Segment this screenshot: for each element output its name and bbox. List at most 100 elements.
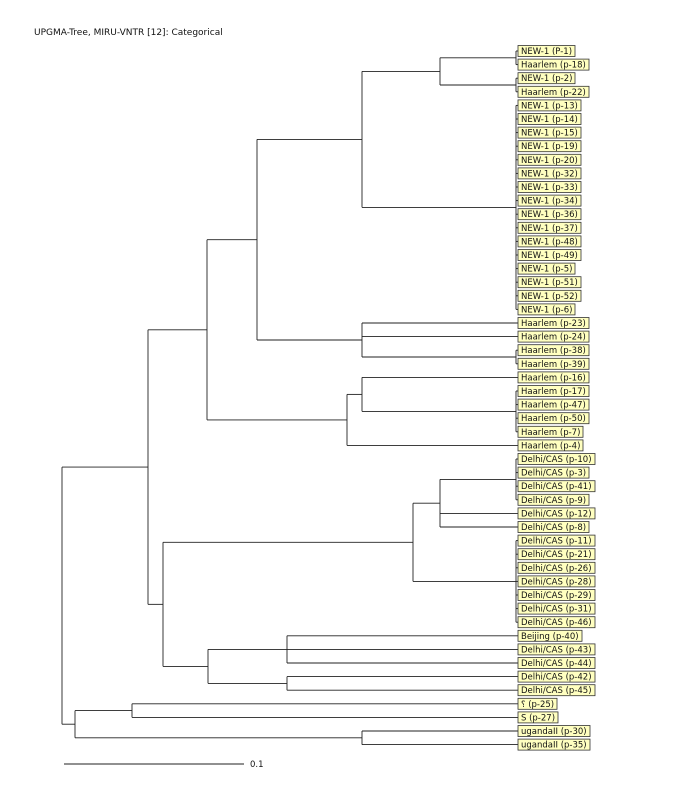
leaf-label: Haarlem (p-18)	[521, 61, 586, 71]
leaf-node: NEW-1 (p-52)	[517, 289, 582, 302]
leaf-node: Delhi/CAS (p-10)	[517, 453, 596, 465]
leaf-label: NEW-1 (p-34)	[521, 197, 578, 207]
leaf-label-box	[517, 58, 590, 71]
leaf-node: NEW-1 (p-14)	[517, 113, 582, 125]
leaf-node: Delhi/CAS (p-45)	[517, 684, 596, 696]
leaf-label: Delhi/CAS (p-44)	[521, 659, 592, 669]
leaf-label: Delhi/CAS (p-43)	[521, 645, 592, 655]
leaf-node: Haarlem (p-22)	[517, 85, 590, 98]
leaf-node: NEW-1 (p-15)	[517, 126, 582, 139]
leaf-label: NEW-1 (p-20)	[521, 156, 578, 166]
leaf-node: NEW-1 (p-13)	[517, 99, 582, 112]
leaf-label: Delhi/CAS (p-28)	[521, 577, 592, 587]
leaf-label-box	[517, 697, 558, 710]
leaf-label: Delhi/CAS (p-11)	[521, 537, 592, 547]
leaf-label-box	[517, 167, 582, 180]
leaf-node: NEW-1 (p-49)	[517, 249, 582, 261]
leaf-node: NEW-1 (p-51)	[517, 276, 582, 288]
leaf-label: NEW-1 (p-19)	[521, 142, 578, 152]
leaf-node: NEW-1 (p-36)	[517, 208, 582, 221]
leaf-node: Haarlem (p-47)	[517, 398, 590, 411]
leaf-label: ugandaII (p-35)	[521, 741, 587, 751]
leaf-label: NEW-1 (p-36)	[521, 210, 578, 220]
leaf-label-box	[517, 561, 596, 574]
leaf-label-box	[517, 493, 590, 506]
leaf-label: NEW-1 (p-13)	[521, 101, 578, 111]
leaf-label: Delhi/CAS (p-41)	[521, 482, 592, 492]
leaf-label: Delhi/CAS (p-12)	[521, 509, 592, 519]
leaf-label-box	[517, 589, 596, 601]
leaf-node: S (p-27)	[517, 711, 559, 724]
tree-branches	[61, 50, 518, 746]
leaf-label: Delhi/CAS (p-29)	[521, 591, 592, 601]
leaf-node: NEW-1 (p-34)	[517, 194, 582, 207]
leaf-label-box	[517, 534, 596, 547]
leaf-node: Haarlem (p-50)	[517, 412, 590, 424]
leaf-label: NEW-1 (p-6)	[521, 305, 572, 315]
leaf-label-box	[517, 113, 582, 125]
leaf-node: NEW-1 (p-48)	[517, 235, 582, 247]
leaf-label-box	[517, 249, 582, 261]
leaf-node: Haarlem (p-16)	[517, 371, 590, 383]
leaf-label: Haarlem (p-17)	[521, 387, 586, 397]
leaf-label: NEW-1 (p-49)	[521, 251, 578, 261]
leaf-node: Delhi/CAS (p-43)	[517, 643, 596, 656]
leaf-label: Delhi/CAS (p-21)	[521, 550, 592, 560]
leaf-label-box	[517, 330, 590, 343]
leaf-label-box	[517, 140, 582, 153]
leaf-node: Delhi/CAS (p-3)	[517, 466, 590, 479]
leaf-label-box	[517, 602, 596, 615]
leaf-label: Haarlem (p-47)	[521, 401, 586, 411]
tree-leaves: NEW-1 (P-1) Haarlem (p-18) NEW-1 (p-2) Haar…	[517, 45, 596, 751]
leaf-label: NEW-1 (P-1)	[521, 47, 572, 57]
leaf-node: NEW-1 (p-20)	[517, 153, 582, 166]
leaf-label-box	[517, 711, 559, 724]
leaf-node: NEW-1 (p-37)	[517, 221, 582, 234]
leaf-node: Delhi/CAS (p-44)	[517, 657, 596, 669]
leaf-label-box	[517, 616, 596, 629]
leaf-node: Delhi/CAS (p-46)	[517, 616, 596, 629]
leaf-label: ؟ (p-25)	[521, 700, 554, 710]
leaf-node: Haarlem (p-7)	[517, 425, 584, 438]
leaf-node: Haarlem (p-38)	[517, 344, 590, 357]
leaf-label-box	[517, 126, 582, 139]
leaf-label-box	[517, 221, 582, 234]
leaf-label-box	[517, 738, 591, 751]
leaf-label: NEW-1 (p-52)	[521, 292, 578, 302]
leaf-label: NEW-1 (p-51)	[521, 278, 578, 288]
leaf-label-box	[517, 439, 584, 452]
leaf-node: Delhi/CAS (p-41)	[517, 480, 596, 492]
leaf-label: Haarlem (p-24)	[521, 333, 586, 343]
leaf-label: Haarlem (p-39)	[521, 360, 586, 370]
leaf-label-box	[517, 72, 576, 85]
leaf-label: Haarlem (p-16)	[521, 373, 586, 383]
leaf-label-box	[517, 45, 576, 57]
leaf-node: Delhi/CAS (p-42)	[517, 670, 596, 683]
leaf-node: Delhi/CAS (p-9)	[517, 493, 590, 506]
leaf-label-box	[517, 344, 590, 357]
leaf-node: NEW-1 (p-32)	[517, 167, 582, 180]
leaf-label-box	[517, 521, 590, 533]
leaf-label-box	[517, 208, 582, 221]
leaf-node: Delhi/CAS (p-12)	[517, 507, 596, 519]
leaf-label-box	[517, 99, 582, 112]
leaf-label: Beijing (p-40)	[521, 632, 579, 642]
leaf-label: NEW-1 (p-37)	[521, 224, 578, 234]
leaf-label: Delhi/CAS (p-8)	[521, 523, 586, 533]
leaf-node: Delhi/CAS (p-28)	[517, 575, 596, 587]
leaf-label: NEW-1 (p-2)	[521, 74, 572, 84]
leaf-label: NEW-1 (p-32)	[521, 169, 578, 179]
leaf-label-box	[517, 425, 584, 438]
leaf-label-box	[517, 317, 590, 329]
leaf-label-box	[517, 303, 576, 316]
leaf-label-box	[517, 466, 590, 479]
leaf-label-box	[517, 398, 590, 411]
leaf-label: Haarlem (p-7)	[521, 428, 580, 438]
leaf-node: Delhi/CAS (p-21)	[517, 548, 596, 560]
leaf-label-box	[517, 643, 596, 656]
leaf-label: NEW-1 (p-5)	[521, 265, 572, 275]
leaf-node: Delhi/CAS (p-29)	[517, 589, 596, 601]
leaf-label: Haarlem (p-38)	[521, 346, 586, 356]
leaf-label-box	[517, 262, 576, 275]
